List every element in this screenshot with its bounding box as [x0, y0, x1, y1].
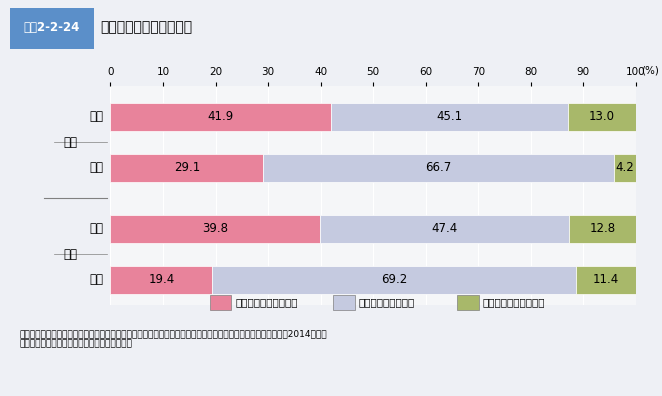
Text: 19.4: 19.4	[148, 273, 175, 286]
Text: 自身の体型に関する認識: 自身の体型に関する認識	[101, 20, 193, 34]
Text: 29.1: 29.1	[173, 161, 200, 174]
Text: 45.1: 45.1	[436, 110, 462, 123]
FancyBboxPatch shape	[10, 8, 94, 50]
Bar	[111, 154, 263, 182]
Bar	[330, 103, 567, 131]
Text: 13.0: 13.0	[589, 110, 615, 123]
FancyBboxPatch shape	[334, 295, 355, 310]
Bar	[111, 215, 320, 243]
Bar	[213, 266, 576, 294]
Text: 男性: 男性	[64, 135, 77, 148]
Text: 資料：厚生労働省健康局「国民健康・栄養調査」及び厚生労働省政策評価官室委託「健康意識に関する調査」（2014年）よ
　り厚生労働省政策統括官付政策評価官室作成: 資料：厚生労働省健康局「国民健康・栄養調査」及び厚生労働省政策評価官室委託「健康…	[20, 329, 327, 349]
Text: (%): (%)	[641, 65, 659, 75]
Bar	[111, 103, 330, 131]
Text: 39.8: 39.8	[202, 222, 228, 235]
Bar	[614, 154, 636, 182]
Text: 女性: 女性	[64, 248, 77, 261]
Text: 69.2: 69.2	[381, 273, 407, 286]
Text: 41.9: 41.9	[207, 110, 234, 123]
Text: 太り気味である／肥満: 太り気味である／肥満	[235, 297, 297, 307]
Bar	[111, 266, 213, 294]
Text: 66.7: 66.7	[426, 161, 451, 174]
Text: 主観: 主観	[90, 222, 104, 235]
FancyBboxPatch shape	[209, 295, 232, 310]
Text: 実際: 実際	[90, 161, 104, 174]
Bar	[567, 103, 636, 131]
Text: 4.2: 4.2	[616, 161, 634, 174]
Text: 図表2-2-24: 図表2-2-24	[24, 21, 80, 34]
Text: 瘦せ気味である／やせ: 瘦せ気味である／やせ	[483, 297, 545, 307]
Text: 主観: 主観	[90, 110, 104, 123]
Bar	[576, 266, 636, 294]
Text: ちょうどよい／標準: ちょうどよい／標準	[359, 297, 415, 307]
Text: 47.4: 47.4	[431, 222, 457, 235]
FancyBboxPatch shape	[457, 295, 479, 310]
Text: 12.8: 12.8	[589, 222, 616, 235]
Bar	[263, 154, 614, 182]
Text: 実際: 実際	[90, 273, 104, 286]
Bar	[569, 215, 636, 243]
Text: 11.4: 11.4	[593, 273, 619, 286]
Bar	[320, 215, 569, 243]
